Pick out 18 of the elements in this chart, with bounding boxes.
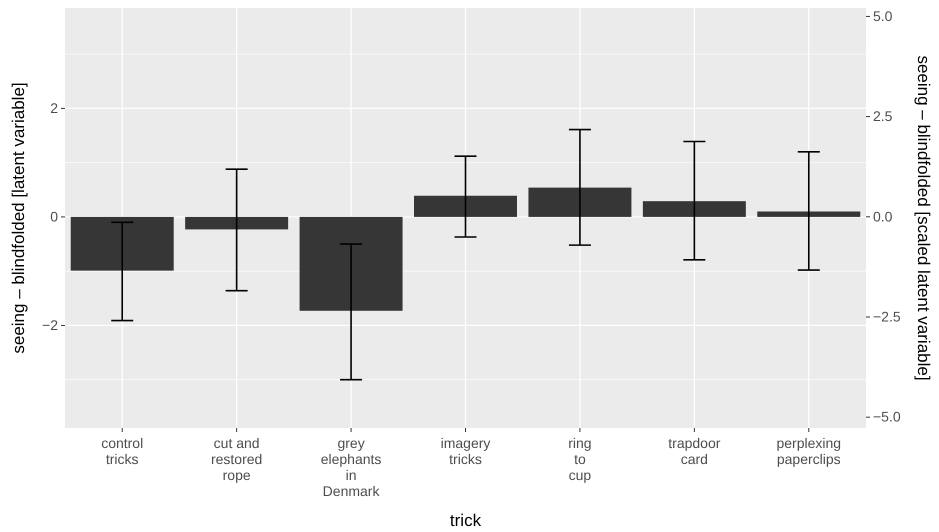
x-tick-label: ring to cup [568,435,592,483]
y-tick-label: 2 [50,100,58,116]
x-tick-label: perplexing paperclips [776,435,842,467]
y2-axis-title: seeing – blindfolded [scaled latent variable] [914,55,933,381]
y2-tick-label: 5.0 [873,8,893,24]
y-tick-label: 0 [50,208,58,224]
x-tick-label: control tricks [101,435,144,467]
x-tick-label: cut and restored rope [210,435,262,483]
x-tick-label: grey elephants in Denmark [320,435,382,499]
y2-tick-label: 2.5 [873,108,893,124]
x-tick-label: trapdoor card [668,435,721,467]
y2-tick-label: −5.0 [873,408,901,425]
y-tick-label: −2 [42,316,58,333]
x-tick-label: imagery tricks [440,435,490,467]
x-axis-title: trick [450,511,482,530]
y2-tick-label: 0.0 [873,208,893,224]
y-axis-title: seeing – blindfolded [latent variable] [9,82,28,354]
y2-tick-label: −2.5 [873,308,901,324]
